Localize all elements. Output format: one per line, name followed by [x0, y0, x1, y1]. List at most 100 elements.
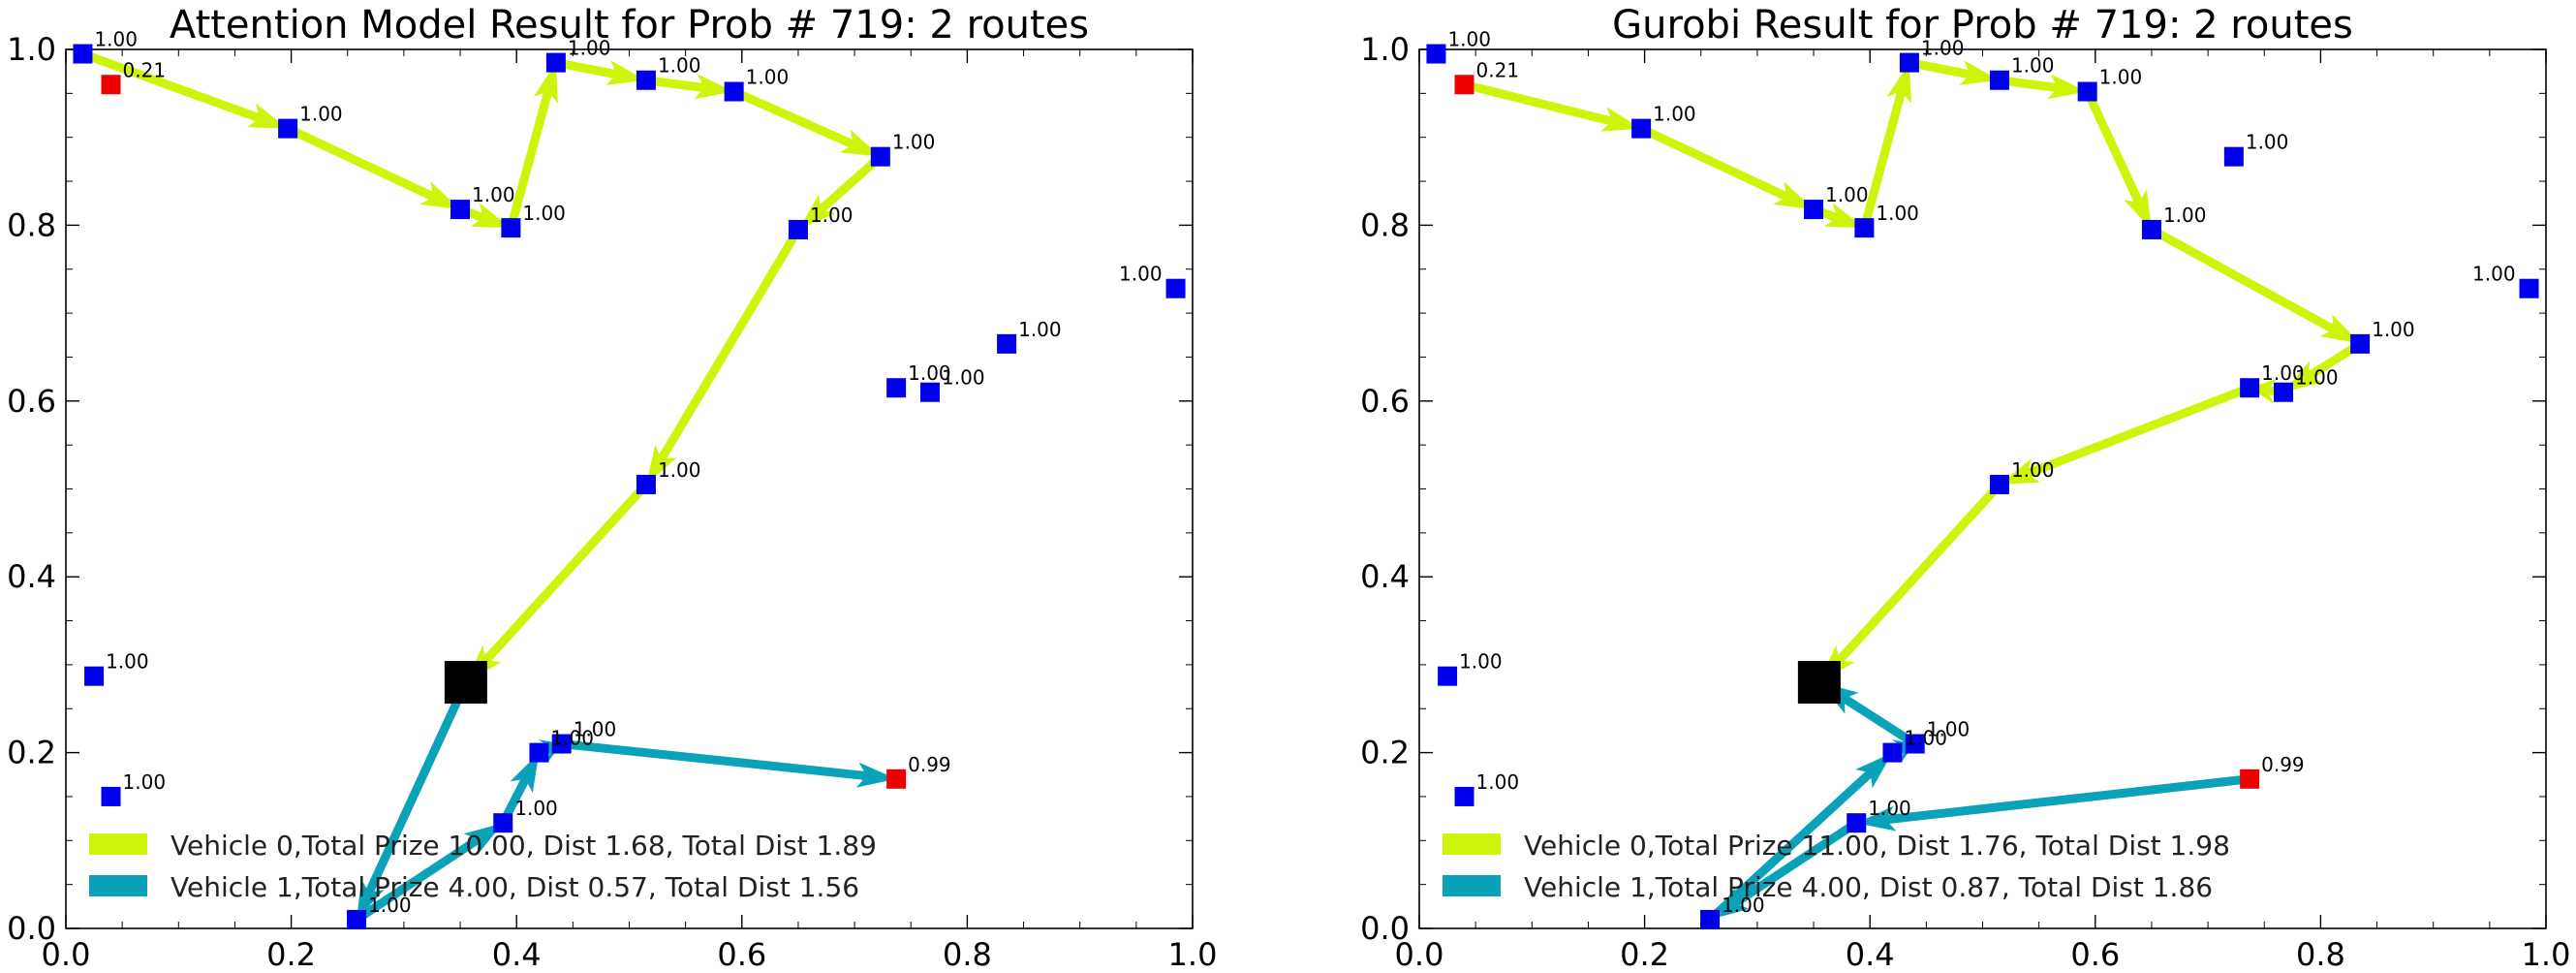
node-prize-label: 1.00 [1722, 894, 1765, 917]
node-marker [101, 786, 121, 806]
route-arrow [80, 49, 289, 129]
legend-swatch [1443, 875, 1501, 896]
x-tick-label: 0.6 [717, 936, 766, 973]
node-marker [84, 666, 105, 686]
node-marker [997, 333, 1017, 354]
x-tick-label: 0.8 [2296, 936, 2345, 973]
node-prize-label: 1.00 [1921, 37, 1965, 60]
x-tick-label: 0.2 [1620, 936, 1669, 973]
node-marker [2519, 278, 2539, 298]
node-prize-label: 1.00 [2295, 366, 2339, 390]
node-prize-label: 1.00 [368, 894, 412, 917]
route-arrow [561, 739, 897, 788]
node-prize-label: 1.00 [1476, 770, 1520, 794]
node-marker [551, 734, 572, 754]
route-arrow [458, 203, 512, 229]
node-prize-label: 1.00 [550, 727, 594, 750]
y-tick-label: 0.8 [1360, 206, 1410, 243]
node-marker [1882, 742, 1903, 763]
x-tick-label: 0.8 [943, 936, 992, 973]
node-marker [788, 219, 808, 239]
node-marker [886, 378, 907, 398]
node-prize-label: 1.00 [123, 770, 167, 794]
route-arrow [1463, 79, 1642, 132]
node-prize-label: 1.00 [2372, 318, 2415, 341]
legend-swatch [1443, 833, 1501, 855]
node-prize-label: 1.00 [892, 131, 936, 154]
node-marker [1426, 44, 1446, 64]
route-arrow [1909, 58, 2000, 85]
x-tick-label: 0.2 [266, 936, 316, 973]
node-prize-label: 1.00 [1459, 650, 1503, 674]
route-arrow [1856, 774, 2250, 832]
node-prize-label: 1.00 [658, 54, 701, 78]
legend-label: Vehicle 0,Total Prize 11.00, Dist 1.76, … [1524, 830, 2230, 862]
node-marker [278, 118, 298, 139]
chart-title: Gurobi Result for Prob # 719: 2 routes [1612, 3, 2353, 47]
node-prize-label: 1.00 [2099, 66, 2143, 89]
node-prize-label: 1.00 [2011, 458, 2055, 482]
node-marker [1438, 666, 1458, 686]
y-tick-label: 1.0 [1360, 31, 1410, 68]
node-prize-label: 1.00 [472, 183, 515, 206]
node-marker [870, 146, 890, 167]
route-arrow [2283, 340, 2363, 392]
legend-swatch [89, 833, 147, 855]
legend-label: Vehicle 1,Total Prize 4.00, Dist 0.87, T… [1524, 871, 2213, 903]
route-arrow [731, 87, 881, 157]
y-tick-label: 0.2 [1360, 735, 1410, 771]
node-marker [886, 769, 907, 789]
legend: Vehicle 0,Total Prize 11.00, Dist 1.76, … [1443, 830, 2230, 903]
route-arrow [1812, 203, 1865, 229]
y-tick-label: 0.0 [1360, 910, 1410, 947]
node-prize-label: 0.21 [1476, 58, 1520, 81]
route-arrow [1818, 481, 2003, 682]
route-arrow [645, 227, 802, 485]
node-marker [73, 44, 93, 64]
node-prize-label: 1.00 [299, 103, 343, 126]
y-tick-label: 0.8 [7, 206, 56, 243]
route-arrow [2149, 226, 2361, 344]
node-marker [724, 81, 744, 102]
legend: Vehicle 0,Total Prize 10.00, Dist 1.68, … [89, 830, 877, 903]
route-arrow [1999, 74, 2088, 100]
node-marker [501, 218, 521, 238]
node-marker [1899, 52, 1919, 73]
node-prize-label: 1.00 [2472, 263, 2516, 286]
node-prize-label: 1.00 [1825, 183, 1869, 206]
node-marker [450, 200, 471, 220]
node-marker [2223, 146, 2244, 167]
node-prize-label: 1.00 [106, 650, 149, 674]
node-prize-label: 0.99 [908, 753, 951, 776]
node-marker [1905, 734, 1925, 754]
node-prize-label: 1.00 [908, 361, 951, 385]
node-marker [1700, 909, 1721, 929]
node-marker [2240, 378, 2260, 398]
nodes: 1.000.211.001.001.001.001.00 1.001.001.00… [73, 28, 1186, 929]
node-marker [1631, 118, 1652, 139]
x-tick-label: 0.4 [492, 936, 542, 973]
node-prize-label: 0.99 [2261, 753, 2305, 776]
node-prize-label: 1.00 [746, 66, 790, 89]
route-arrow [507, 62, 558, 230]
node-marker [2077, 81, 2097, 102]
node-prize-label: 1.00 [574, 718, 617, 741]
route-arrow [645, 74, 734, 100]
node-prize-label: 1.00 [568, 37, 611, 60]
route-arrow [1707, 752, 1893, 924]
node-marker [2141, 219, 2161, 239]
y-tick-label: 1.0 [7, 31, 56, 68]
node-marker [2274, 382, 2294, 402]
node-marker [1454, 786, 1474, 806]
node-marker [2240, 769, 2260, 789]
x-tick-label: 1.0 [1168, 936, 1218, 973]
chart-title: Attention Model Result for Prob # 719: 2… [170, 3, 1089, 47]
node-prize-label: 1.00 [514, 797, 558, 820]
node-prize-label: 1.00 [1904, 727, 1947, 750]
axis-ticks [65, 48, 1194, 929]
route-arrow [2083, 89, 2152, 230]
route-arrow [1710, 819, 1859, 920]
nodes: 1.00 0.21 1.00 1.00 1.00 1.00 1.00 1.00 1.00 1.00… [1426, 28, 2539, 929]
